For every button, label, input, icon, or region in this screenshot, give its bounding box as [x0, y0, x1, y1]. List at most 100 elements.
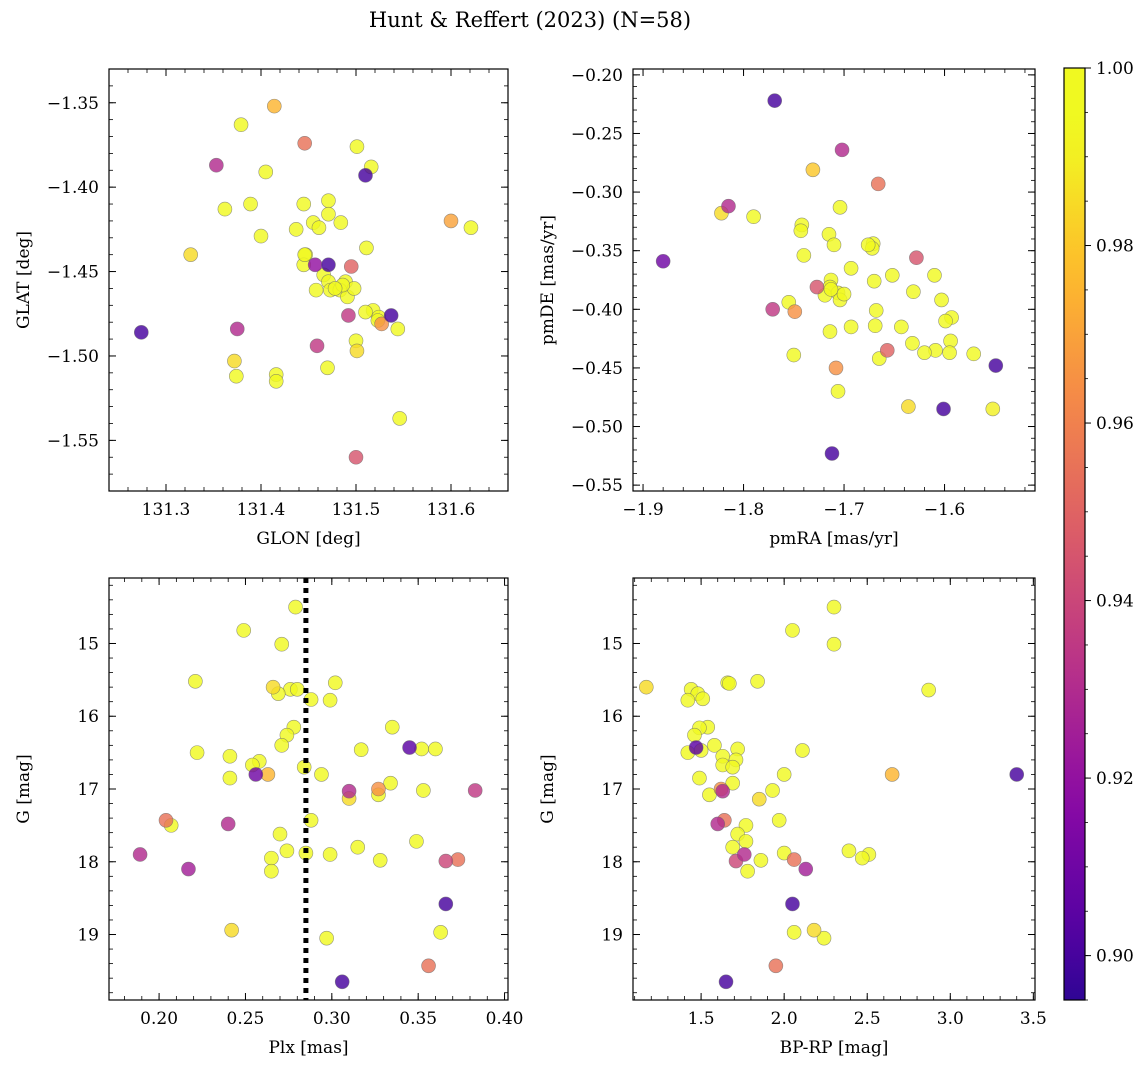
data-point	[321, 257, 336, 273]
data-point	[725, 759, 740, 775]
x-tick-label: 3.5	[1020, 1009, 1047, 1029]
data-point	[938, 313, 953, 329]
data-point	[786, 852, 802, 867]
x-axis-label: GLON [deg]	[256, 529, 360, 549]
x-tick-label: 0.20	[140, 1009, 178, 1029]
data-point	[467, 783, 483, 798]
data-point	[134, 325, 149, 340]
minor-ticks	[109, 578, 508, 1000]
data-point	[722, 676, 737, 691]
data-point	[927, 268, 942, 283]
data-point	[843, 260, 859, 276]
data-point	[936, 401, 951, 417]
major-ticks	[109, 69, 508, 491]
data-point	[786, 925, 802, 940]
y-tick-label: 17	[601, 780, 623, 800]
axes-frame	[632, 577, 1036, 1001]
data-point	[227, 353, 242, 369]
data-point	[767, 93, 783, 108]
plot-panels: 131.3 131.4 131.5 131.6 −1.35 −1.40 −1.45 −1.50…	[14, 66, 1047, 1058]
axes-frame	[108, 68, 509, 492]
data-point	[402, 740, 417, 755]
data-point	[826, 237, 842, 253]
data-point	[320, 360, 335, 376]
data-point	[765, 302, 780, 317]
data-point	[350, 839, 366, 855]
data-point	[785, 896, 800, 912]
data-point	[985, 401, 1001, 417]
data-point	[785, 623, 800, 638]
data-point	[715, 783, 731, 799]
major-ticks	[633, 69, 1035, 491]
data-point	[796, 248, 812, 263]
data-point	[870, 176, 886, 192]
data-point	[383, 775, 398, 791]
data-point	[688, 740, 704, 755]
data-point	[692, 770, 707, 786]
data-point	[879, 343, 895, 358]
data-point	[725, 775, 740, 791]
data-point	[264, 850, 279, 866]
data-point	[854, 850, 870, 866]
data-point	[248, 767, 264, 782]
y-tick-label: 19	[77, 926, 99, 946]
axes-frame	[632, 68, 1036, 492]
y-tick-label: −0.35	[571, 242, 623, 262]
data-point	[349, 139, 365, 154]
y-tick-label: −1.55	[47, 431, 99, 451]
panel-pmra-pmde: −1.9 −1.8 −1.7 −1.6 −0.20 −0.25 −0.30 −0.35 −0.4…	[538, 66, 1036, 549]
data-point	[1009, 767, 1025, 782]
data-point	[390, 321, 406, 337]
data-point	[383, 308, 399, 323]
x-tick-label: 131.6	[427, 500, 476, 520]
colorbar: 0.90 0.92 0.94 0.96 0.98 1.00	[1063, 59, 1134, 1001]
data-point	[253, 228, 269, 244]
data-point	[343, 259, 359, 274]
data-points	[134, 98, 479, 465]
data-point	[272, 826, 288, 842]
y-tick-label: −0.25	[571, 124, 623, 144]
data-point	[776, 767, 792, 782]
data-point	[341, 308, 356, 323]
data-point	[921, 682, 936, 698]
colorbar-tick-label: 1.00	[1096, 59, 1134, 79]
colorbar-tick-label: 0.92	[1096, 769, 1134, 789]
data-point	[266, 98, 282, 114]
data-point	[830, 384, 846, 399]
y-tick-label: −0.45	[571, 359, 623, 379]
data-point	[258, 164, 274, 180]
y-tick-label: 18	[77, 853, 99, 873]
panel-glon-glat: 131.3 131.4 131.5 131.6 −1.35 −1.40 −1.45 −1.50…	[14, 68, 509, 549]
data-point	[687, 727, 702, 743]
colorbar-tick-label: 0.98	[1096, 237, 1134, 257]
data-point	[321, 206, 336, 222]
axes-frame	[108, 577, 509, 1001]
data-point	[279, 843, 295, 859]
data-point	[288, 222, 304, 237]
data-point	[438, 896, 454, 912]
data-point	[836, 286, 852, 302]
data-point	[297, 135, 313, 151]
data-point	[274, 738, 290, 753]
data-point	[753, 853, 769, 868]
x-tick-label: 131.4	[237, 500, 286, 520]
data-point	[680, 692, 696, 708]
data-point	[868, 303, 884, 318]
data-point	[824, 446, 840, 461]
x-tick-label: −1.6	[924, 500, 965, 520]
data-point	[710, 816, 726, 832]
y-axis-label: GLAT [deg]	[14, 231, 34, 329]
data-point	[841, 843, 857, 859]
y-axis-label: G [mag]	[538, 754, 558, 823]
data-point	[966, 346, 981, 362]
data-point	[787, 304, 803, 319]
data-points	[132, 599, 483, 990]
y-tick-label: −0.40	[571, 300, 623, 320]
data-point	[314, 767, 329, 782]
data-point	[220, 816, 236, 832]
data-point	[443, 213, 459, 229]
data-point	[725, 839, 740, 855]
y-tick-label: −0.55	[571, 476, 623, 496]
data-point	[750, 674, 765, 689]
data-point	[243, 196, 258, 212]
